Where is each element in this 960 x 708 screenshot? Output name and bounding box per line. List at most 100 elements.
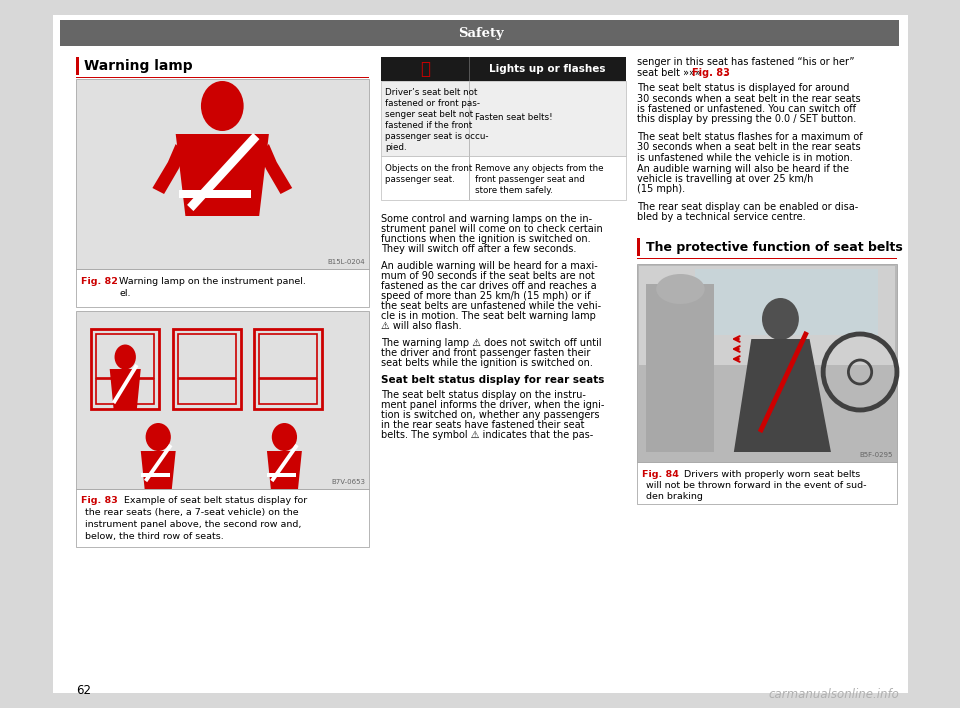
Text: Drivers with properly worn seat belts: Drivers with properly worn seat belts (684, 470, 860, 479)
Text: Remove any objects from the: Remove any objects from the (474, 164, 603, 173)
Text: instrument panel above, the second row and,: instrument panel above, the second row a… (85, 520, 301, 529)
Ellipse shape (146, 423, 171, 451)
Text: in the rear seats have fastened their seat: in the rear seats have fastened their se… (381, 420, 585, 430)
Bar (173, 329, 241, 409)
Text: this display by pressing the 0.0 / SET button.: this display by pressing the 0.0 / SET b… (636, 115, 856, 125)
Bar (381, 57, 626, 81)
Bar (636, 258, 897, 259)
Bar (76, 311, 369, 489)
Text: Objects on the front: Objects on the front (385, 164, 472, 173)
Bar (468, 81, 469, 156)
Text: the driver and front passenger fasten their: the driver and front passenger fasten th… (381, 348, 590, 358)
Text: passenger seat is occu-: passenger seat is occu- (385, 132, 489, 141)
Bar (468, 156, 469, 200)
Text: Fig. 84: Fig. 84 (641, 470, 679, 479)
Polygon shape (733, 339, 831, 452)
FancyArrow shape (757, 331, 809, 433)
Text: passenger seat.: passenger seat. (385, 175, 455, 184)
Text: Lights up or flashes: Lights up or flashes (490, 64, 606, 74)
Bar (695, 269, 877, 335)
Text: The rear seat display can be enabled or disa-: The rear seat display can be enabled or … (636, 202, 858, 212)
Bar (76, 57, 79, 75)
Bar (636, 462, 897, 504)
Ellipse shape (762, 298, 799, 340)
FancyArrow shape (270, 444, 299, 482)
Text: carmanualsonline.info: carmanualsonline.info (768, 687, 899, 700)
Text: pied.: pied. (385, 143, 407, 152)
Text: .: . (724, 67, 728, 77)
Text: The seat belt status is displayed for around: The seat belt status is displayed for ar… (636, 83, 850, 93)
Text: den braking: den braking (646, 492, 704, 501)
Text: fastened if the front: fastened if the front (385, 121, 472, 130)
Polygon shape (267, 451, 301, 489)
Text: They will switch off after a few seconds.: They will switch off after a few seconds… (381, 244, 577, 254)
Text: tion is switched on, whether any passengers: tion is switched on, whether any passeng… (381, 410, 600, 420)
Text: B7V-0653: B7V-0653 (331, 479, 365, 485)
Text: front passenger seat and: front passenger seat and (474, 175, 585, 184)
Bar (638, 266, 895, 365)
Text: seat belts while the ignition is switched on.: seat belts while the ignition is switche… (381, 358, 593, 368)
Polygon shape (109, 369, 141, 409)
Ellipse shape (201, 81, 244, 131)
Text: strument panel will come on to check certain: strument panel will come on to check cer… (381, 224, 603, 234)
Text: speed of more than 25 km/h (15 mph) or if: speed of more than 25 km/h (15 mph) or i… (381, 291, 591, 301)
Bar (76, 79, 369, 269)
Text: B15L-0204: B15L-0204 (327, 259, 365, 265)
Text: store them safely.: store them safely. (474, 186, 552, 195)
Text: fastened or front pas-: fastened or front pas- (385, 99, 480, 108)
Text: senger in this seat has fastened “his or her”: senger in this seat has fastened “his or… (636, 57, 854, 67)
Bar (178, 379, 236, 404)
Bar (76, 489, 369, 547)
Text: 🔔: 🔔 (420, 60, 430, 78)
FancyArrow shape (267, 473, 296, 477)
Text: The seat belt status display on the instru-: The seat belt status display on the inst… (381, 390, 587, 400)
Bar (259, 379, 318, 404)
Text: Fasten seat belts!: Fasten seat belts! (474, 113, 552, 122)
Text: cle is in motion. The seat belt warning lamp: cle is in motion. The seat belt warning … (381, 311, 596, 321)
Text: Safety: Safety (459, 26, 504, 40)
Ellipse shape (657, 274, 705, 304)
Text: An audible warning will be heard for a maxi-: An audible warning will be heard for a m… (381, 261, 598, 271)
Text: below, the third row of seats.: below, the third row of seats. (85, 532, 225, 541)
Bar (636, 264, 897, 462)
FancyArrow shape (141, 473, 170, 477)
Polygon shape (176, 134, 269, 216)
Text: seat belt »»»: seat belt »»» (636, 67, 704, 77)
Text: The protective function of seat belts: The protective function of seat belts (645, 241, 902, 253)
Polygon shape (646, 284, 714, 452)
Text: mum of 90 seconds if the seat belts are not: mum of 90 seconds if the seat belts are … (381, 271, 595, 281)
Bar (178, 334, 236, 378)
Text: Warning lamp: Warning lamp (84, 59, 193, 73)
Text: The warning lamp ⚠ does not switch off until: The warning lamp ⚠ does not switch off u… (381, 338, 602, 348)
Text: the seat belts are unfastened while the vehi-: the seat belts are unfastened while the … (381, 301, 602, 311)
Bar (254, 329, 323, 409)
Text: B5F-0295: B5F-0295 (859, 452, 893, 458)
Text: the rear seats (here, a 7-seat vehicle) on the: the rear seats (here, a 7-seat vehicle) … (85, 508, 300, 517)
Text: Warning lamp on the instrument panel.: Warning lamp on the instrument panel. (119, 277, 306, 286)
Polygon shape (153, 144, 185, 194)
Text: senger seat belt not: senger seat belt not (385, 110, 473, 119)
FancyArrow shape (187, 133, 259, 211)
Bar (60, 20, 899, 46)
Text: is fastened or unfastened. You can switch off: is fastened or unfastened. You can switc… (636, 104, 855, 114)
FancyArrow shape (144, 444, 173, 482)
Bar (96, 334, 155, 378)
Bar (76, 77, 369, 78)
Text: will not be thrown forward in the event of sud-: will not be thrown forward in the event … (646, 481, 867, 490)
Text: 30 seconds when a seat belt in the rear seats: 30 seconds when a seat belt in the rear … (636, 93, 860, 103)
Polygon shape (141, 451, 176, 489)
Text: bled by a technical service centre.: bled by a technical service centre. (636, 212, 805, 222)
Bar (76, 269, 369, 307)
Text: Some control and warning lamps on the in-: Some control and warning lamps on the in… (381, 214, 592, 224)
Text: Fig. 83: Fig. 83 (692, 67, 731, 77)
Ellipse shape (272, 423, 297, 451)
Text: el.: el. (119, 289, 131, 298)
Text: 62: 62 (76, 683, 90, 697)
Bar (381, 156, 626, 200)
Bar (468, 57, 469, 81)
Text: ⚠ will also flash.: ⚠ will also flash. (381, 321, 462, 331)
Text: vehicle is travelling at over 25 km/h: vehicle is travelling at over 25 km/h (636, 174, 813, 184)
Ellipse shape (114, 345, 136, 370)
Text: Fig. 82: Fig. 82 (81, 277, 117, 286)
Text: ment panel informs the driver, when the igni-: ment panel informs the driver, when the … (381, 400, 605, 410)
